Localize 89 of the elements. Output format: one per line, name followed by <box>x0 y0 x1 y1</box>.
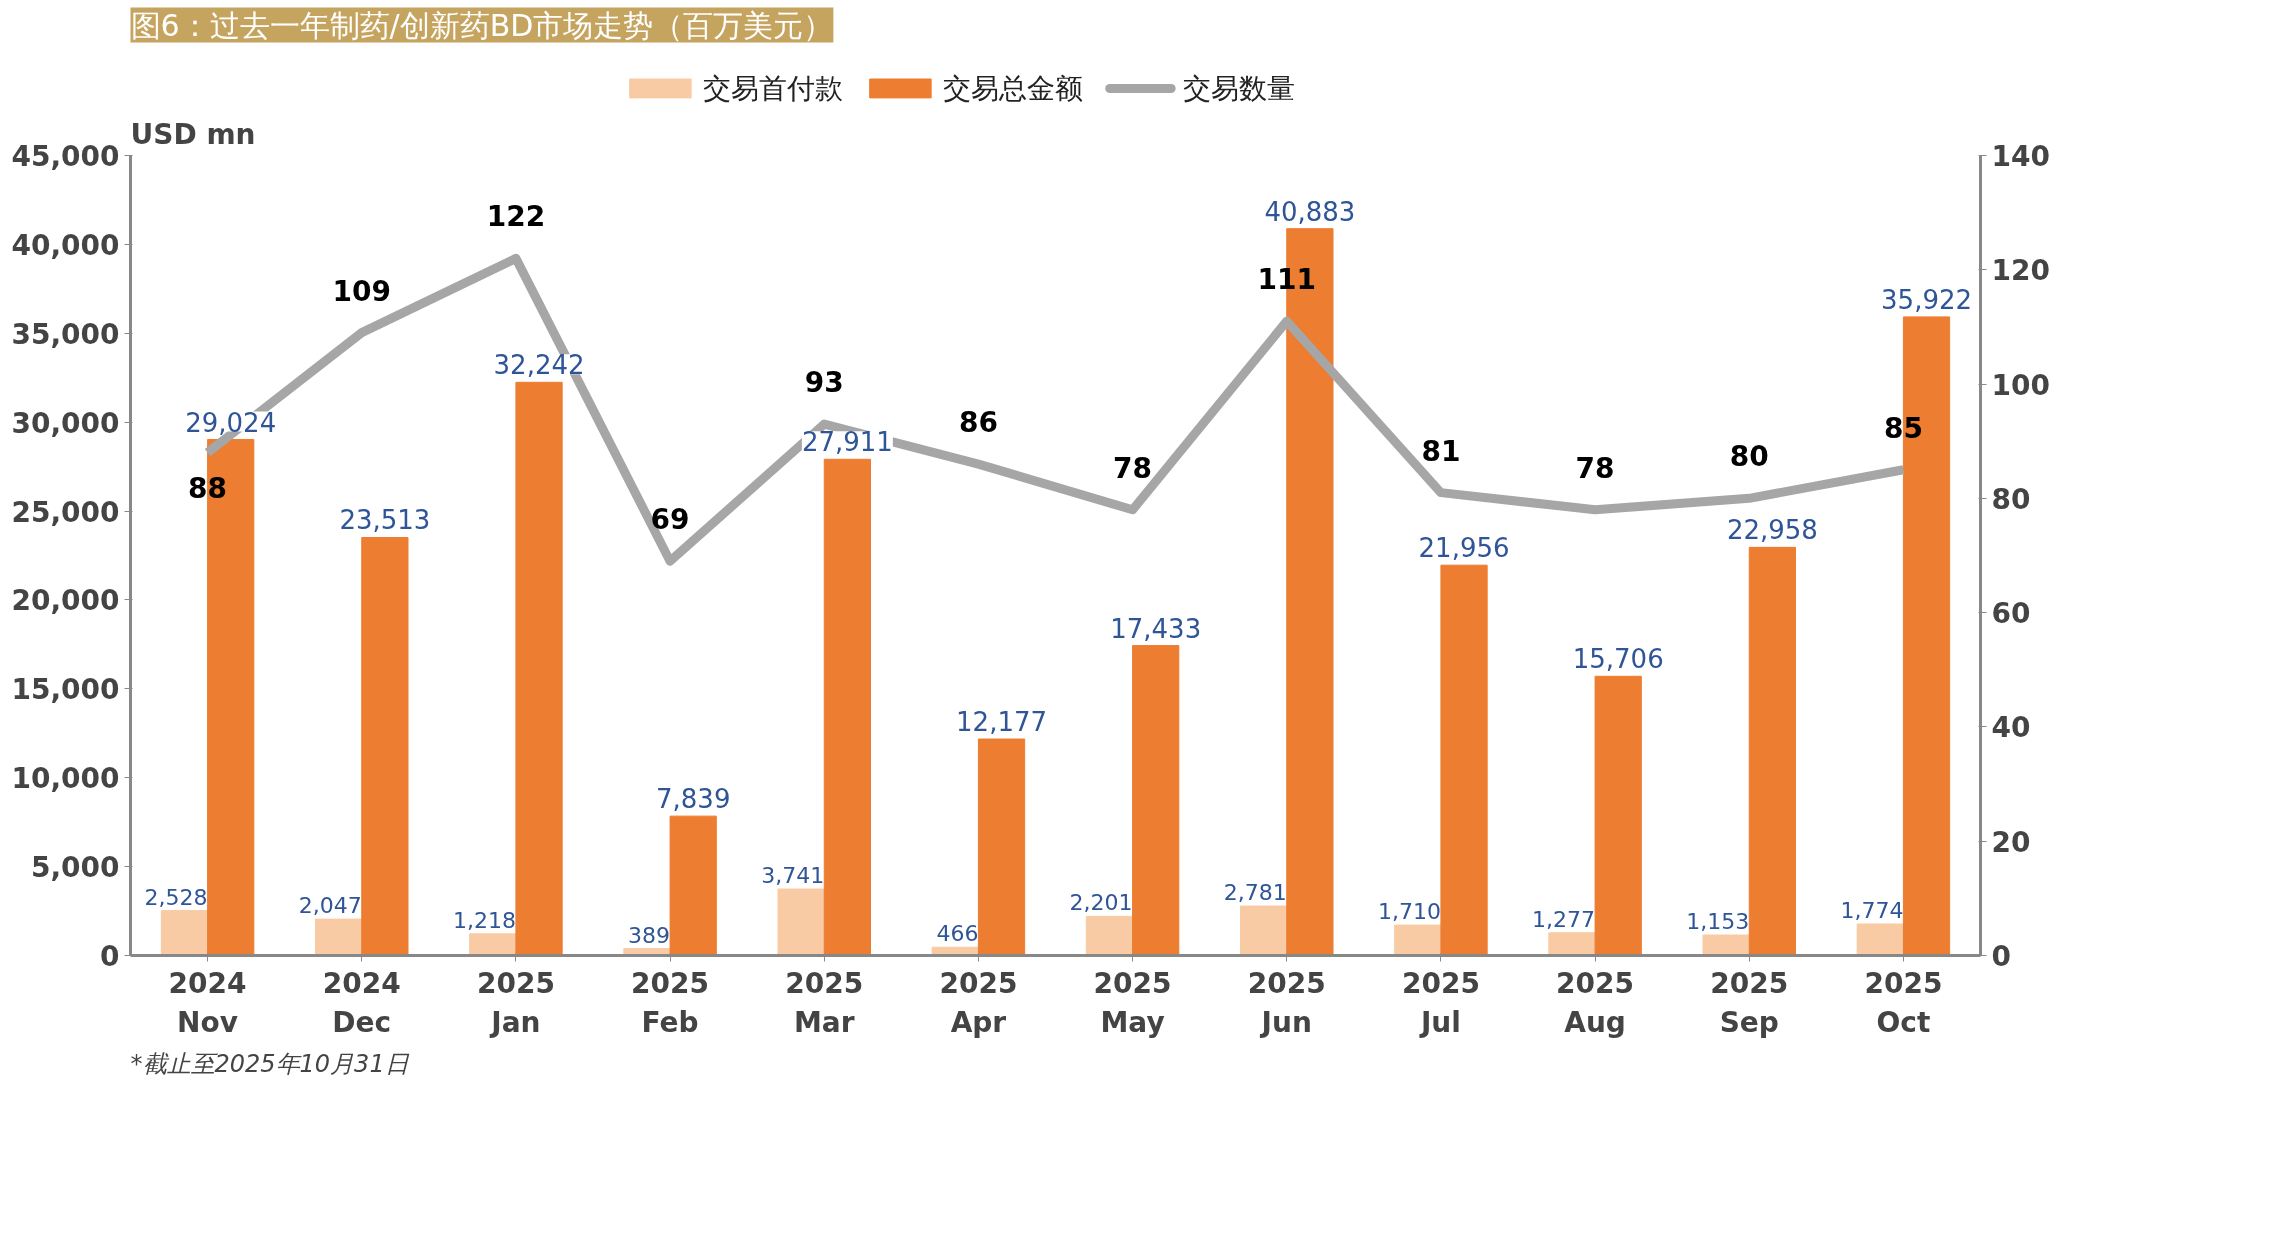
text: *截止至2025年10月31日 <box>130 1049 410 1078</box>
data-label: 2,201 <box>1069 890 1133 916</box>
data-label: 40,883 <box>1264 196 1356 227</box>
bar <box>469 933 517 956</box>
data-label: 109 <box>332 274 391 308</box>
y-tick-label: 15,000 <box>11 673 120 707</box>
y-tick-label: 0 <box>100 940 120 973</box>
y2-tick-label: 40 <box>1991 711 2031 745</box>
data-label: 1,710 <box>1377 899 1441 925</box>
x-tick-label: 2025 Apr <box>939 966 1018 1040</box>
bar <box>1748 546 1796 956</box>
data-label: 3,741 <box>761 862 825 888</box>
data-label: 69 <box>650 503 690 537</box>
legend-label: 交易总金额 <box>942 71 1083 105</box>
data-label: 2,781 <box>1223 880 1287 906</box>
y2-tick-label: 120 <box>1991 254 2050 288</box>
bar <box>1594 675 1642 956</box>
bar <box>361 536 409 956</box>
chart-title: 图6：过去一年制药/创新药BD市场走势（百万美元） <box>130 7 834 43</box>
x-tick-label: 2025 Feb <box>631 966 710 1040</box>
data-label: 29,024 <box>185 407 277 438</box>
x-tick-label: 2024 Dec <box>322 966 401 1040</box>
x-tick-label: 2025 May <box>1093 966 1172 1040</box>
x-tick-label: 2025 Jan <box>476 966 555 1040</box>
legend-label: 交易首付款 <box>702 71 843 105</box>
data-label: 78 <box>1575 451 1615 485</box>
y-axis-title: USD mn <box>130 117 256 151</box>
bar <box>1856 923 1904 956</box>
data-label: 93 <box>804 366 844 400</box>
y2-tick-label: 140 <box>1991 140 2050 173</box>
data-label: 1,218 <box>452 907 516 933</box>
data-label: 12,177 <box>956 707 1048 738</box>
y-tick-label: 30,000 <box>11 406 120 440</box>
bar <box>977 738 1026 956</box>
data-label: 78 <box>1113 451 1153 485</box>
data-label: 86 <box>958 406 998 440</box>
data-label: 122 <box>486 200 546 234</box>
data-label: 81 <box>1421 434 1461 468</box>
y-tick-label: 10,000 <box>11 762 120 796</box>
legend-label: 交易数量 <box>1182 71 1295 105</box>
y-tick-label: 35,000 <box>11 317 120 351</box>
bar <box>315 918 363 956</box>
y-tick-label: 40,000 <box>11 228 120 262</box>
data-label: 15,706 <box>1572 644 1664 675</box>
bar <box>515 381 563 956</box>
data-label: 23,513 <box>339 505 431 536</box>
data-label: 27,911 <box>801 427 893 458</box>
bar <box>823 458 871 956</box>
data-label: 1,774 <box>1840 897 1904 923</box>
y-tick-label: 25,000 <box>11 495 120 529</box>
x-tick-label: 2025 Sep <box>1710 966 1789 1040</box>
data-label: 466 <box>936 921 979 947</box>
x-tick-label: 2025 Mar <box>785 966 864 1040</box>
data-label: 1,153 <box>1686 909 1750 934</box>
y2-tick-label: 0 <box>1991 940 2011 973</box>
y2-tick-label: 60 <box>1991 597 2031 631</box>
bar <box>1085 915 1134 956</box>
bar <box>1548 932 1596 956</box>
data-label: 35,922 <box>1881 284 1973 315</box>
data-label: 32,242 <box>493 350 585 381</box>
data-label: 21,956 <box>1418 533 1510 564</box>
y2-tick-label: 20 <box>1991 825 2031 859</box>
bar <box>1394 924 1442 956</box>
x-tick-label: 2025 Aug <box>1556 966 1635 1040</box>
data-label: 2,528 <box>144 884 208 910</box>
bar <box>1440 564 1488 956</box>
bar <box>669 815 717 956</box>
data-label: 7,839 <box>655 784 731 815</box>
data-label: 17,433 <box>1110 613 1202 644</box>
bar <box>160 910 209 956</box>
y2-tick-label: 100 <box>1991 368 2050 402</box>
x-tick-label: 2025 Jul <box>1401 966 1480 1040</box>
y-tick-label: 45,000 <box>11 140 120 173</box>
bar <box>1702 934 1750 956</box>
bar <box>1240 905 1288 956</box>
bar <box>1132 645 1180 956</box>
x-tick-label: 2024 Nov <box>168 966 247 1040</box>
bar <box>777 888 825 956</box>
y-tick-label: 5,000 <box>30 851 120 885</box>
data-label: 85 <box>1883 411 1923 445</box>
y2-tick-label: 80 <box>1991 482 2031 516</box>
data-label: 1,277 <box>1532 906 1596 932</box>
data-label: 2,047 <box>298 893 362 919</box>
data-label: 389 <box>628 922 671 948</box>
x-tick-label: 2025 Jun <box>1247 966 1326 1040</box>
data-label: 22,958 <box>1726 515 1818 546</box>
y-tick-label: 20,000 <box>11 584 120 618</box>
data-label: 80 <box>1729 440 1769 474</box>
x-tick-label: 2025 Oct <box>1864 966 1943 1040</box>
